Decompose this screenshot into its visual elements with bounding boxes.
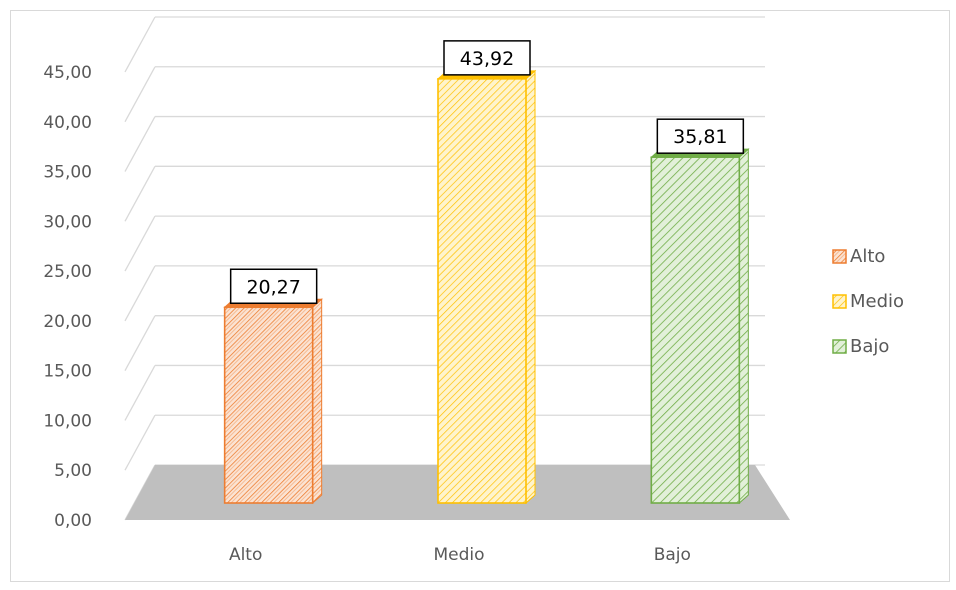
y-tick-label: 0,00 (54, 511, 92, 531)
grid-line-side (124, 315, 156, 371)
legend-entry-alto: Alto (850, 246, 885, 267)
grid-line-side (124, 66, 156, 123)
bar-medio (437, 78, 527, 504)
legend-swatch-bajo (832, 339, 847, 354)
data-label-box (229, 268, 318, 305)
y-tick-label: 15,00 (43, 362, 92, 382)
y-tick-label: 30,00 (43, 212, 92, 232)
legend-entry-bajo: Bajo (850, 336, 889, 357)
bar-side-alto (312, 298, 323, 505)
bar-alto (223, 306, 314, 504)
y-tick-label: 10,00 (43, 411, 92, 431)
data-label-alto: 20,27 (246, 276, 300, 298)
grid-line-side (124, 16, 156, 73)
grid-line-side (124, 365, 156, 421)
grid-line-side (124, 414, 156, 471)
grid-line-side (124, 265, 156, 322)
category-label-bajo: Bajo (654, 545, 691, 565)
data-label-medio: 43,92 (460, 48, 514, 70)
bar-side-bajo (738, 148, 749, 505)
y-tick-label: 35,00 (43, 163, 92, 183)
data-label-box (656, 118, 745, 154)
grid-line-side (124, 116, 156, 172)
y-tick-label: 45,00 (43, 63, 92, 83)
grid-line-side (124, 166, 156, 222)
category-label-alto: Alto (229, 545, 262, 565)
y-tick-label: 20,00 (43, 312, 92, 332)
x-axis-categories: Alto Medio Bajo (229, 545, 691, 565)
bar-side-medio (525, 69, 536, 505)
y-tick-label: 40,00 (43, 113, 92, 133)
legend-swatch-medio (832, 294, 847, 309)
y-axis-ticks: 0,00 5,00 10,00 15,00 20,00 25,00 30,00 35,00 40… (43, 63, 92, 531)
data-label-bajo: 35,81 (673, 126, 727, 148)
data-label-box (443, 40, 531, 76)
grid-line-side (124, 215, 156, 272)
bar-bajo (650, 156, 741, 504)
category-label-medio: Medio (433, 545, 484, 565)
y-tick-label: 25,00 (43, 262, 92, 282)
legend-swatch-alto (832, 249, 847, 264)
y-tick-label: 5,00 (54, 461, 92, 481)
legend: Alto Medio Bajo (832, 246, 904, 357)
data-labels: 20,27 43,92 35,81 (229, 40, 745, 305)
legend-entry-medio: Medio (850, 291, 904, 312)
